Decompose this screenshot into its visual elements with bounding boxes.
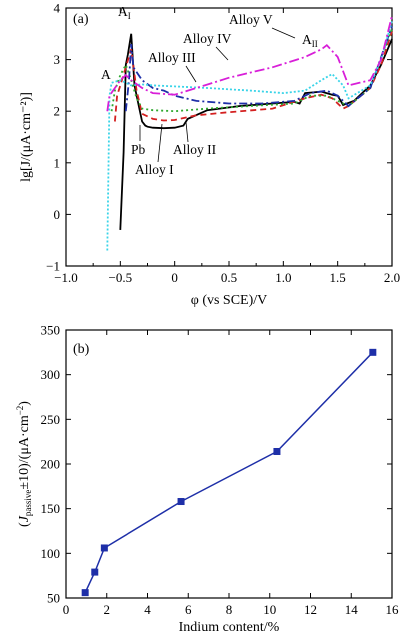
label-alloy-i: Alloy I [135,162,174,177]
y-tick-label: 4 [54,1,61,16]
panel-b-y-axis-title: (Jpassive±10)/(μA·cm−2) [15,401,33,527]
panel-b-x-axis-title: Indium content/% [179,620,280,635]
panel-b-x-axis: 0 2 4 6 8 10 12 14 16 [63,330,399,617]
leader-alloy-i [157,123,163,163]
panel-a-y-axis-title: lg[J/(μA·cm⁻²)] [19,92,34,182]
x-tick-label: 1.5 [330,270,346,285]
panel-a-annotations: AI A AII Alloy V Alloy IV Alloy III Pb A… [101,4,318,177]
panel-a-frame [65,7,393,267]
x-tick-label: 14 [345,602,359,617]
y-tick-label: 1 [54,155,61,170]
panel-a: (a) −1.0 −0.5 0 0.5 1.0 1.5 2.0 −1 0 1 2 3 4 φ (vs … [19,1,400,309]
leader-alloy-iv [215,46,229,61]
panel-a-x-axis: −1.0 −0.5 0 0.5 1.0 1.5 2.0 [54,8,400,285]
annotation-peak-a: A [101,67,111,82]
label-alloy-iii: Alloy III [148,50,196,65]
panel-a-series-group [106,15,393,251]
label-alloy-v: Alloy V [229,12,273,27]
x-tick-label: 10 [263,602,276,617]
series-alloy-iv-line [106,20,393,251]
label-alloy-ii: Alloy II [173,142,217,157]
panel-b-frame [65,329,393,599]
x-tick-label: −1.0 [54,270,78,285]
series-alloy-iii-line [124,25,393,112]
label-pb: Pb [131,142,146,157]
x-tick-label: 1.0 [275,270,291,285]
y-tick-label: 50 [47,591,60,606]
data-point [177,498,185,506]
y-tick-label: 300 [41,367,61,382]
data-point [369,348,377,356]
panel-a-x-axis-title: φ (vs SCE)/V [191,293,268,308]
data-point [81,589,89,597]
x-tick-label: 2.0 [384,270,400,285]
x-tick-label: −0.5 [109,270,133,285]
y-tick-label: 2 [54,104,61,119]
y-tick-label: 250 [41,412,61,427]
x-tick-label: 8 [226,602,233,617]
panel-a-y-axis: −1 0 1 2 3 4 [46,1,392,274]
x-tick-label: 6 [185,602,192,617]
leader-alloy-ii [185,121,189,143]
data-point [100,544,108,552]
y-tick-label: −1 [46,259,60,274]
panel-b: (b) 0 2 4 6 8 10 12 14 16 50 100 150 200 250 300 350 I… [15,323,399,635]
annotation-peak-a1: AI [118,4,131,21]
panel-b-series-group [81,348,377,597]
y-tick-label: 350 [41,323,61,338]
x-tick-label: 0 [63,602,70,617]
annotation-peak-a2: AII [302,32,318,49]
label-alloy-iv: Alloy IV [183,31,232,46]
series-data-line [84,351,374,593]
data-point [91,568,99,576]
x-tick-label: 4 [144,602,151,617]
leader-alloy-v [271,27,296,39]
series-alloy-ii-line [110,28,393,113]
y-tick-label: 200 [41,457,61,472]
x-tick-label: 0.5 [221,270,237,285]
y-tick-label: 100 [41,546,61,561]
x-tick-label: 12 [304,602,317,617]
x-tick-label: 2 [104,602,111,617]
y-tick-label: 0 [54,207,61,222]
leader-alloy-iii [185,65,197,83]
x-tick-label: 16 [386,602,400,617]
y-tick-label: 150 [41,501,61,516]
panel-a-label: (a) [73,12,89,27]
series-alloy-i-line [114,30,393,122]
y-tick-label: 3 [54,52,61,67]
x-tick-label: 0 [171,270,178,285]
panel-b-label: (b) [73,342,90,357]
panel-b-y-axis: 50 100 150 200 250 300 350 [41,323,392,606]
data-point [273,447,281,455]
